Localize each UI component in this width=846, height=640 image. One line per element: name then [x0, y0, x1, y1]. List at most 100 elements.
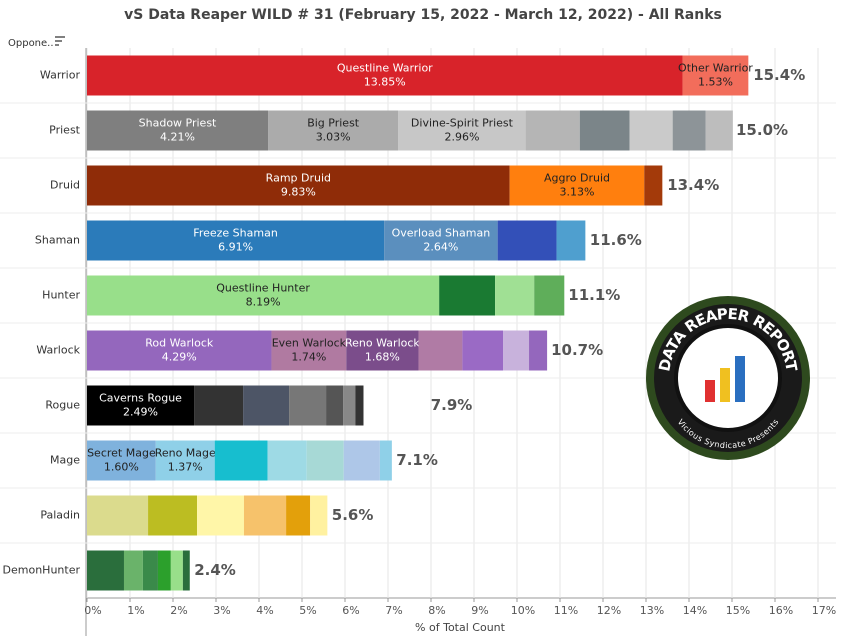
- segment-name: Reno Warlock: [345, 337, 420, 350]
- total-label: 11.1%: [568, 286, 620, 304]
- segment-name: Caverns Rogue: [99, 392, 182, 405]
- segment-name: Secret Mage: [87, 447, 156, 460]
- x-tick-label: 15%: [726, 604, 750, 617]
- category-label: Priest: [49, 124, 81, 137]
- segment-value-label: 9.83%: [281, 186, 316, 199]
- logo: DATA REAPER REPORT Vicious Syndicate Pre…: [646, 296, 810, 460]
- bar-segment: [87, 110, 269, 151]
- bar-segment: [194, 385, 244, 426]
- bar-segment: [286, 495, 311, 536]
- bar-segment: [87, 220, 385, 261]
- segment-value-label: 1.68%: [365, 351, 400, 364]
- segment-name: Rod Warlock: [145, 337, 214, 350]
- bar-segment: [534, 275, 565, 316]
- segment-value-label: 1.37%: [168, 461, 203, 474]
- x-tick-label: 4%: [256, 604, 273, 617]
- bar-segment: [214, 440, 268, 481]
- x-tick-label: 8%: [428, 604, 445, 617]
- segment-value-label: 4.21%: [160, 131, 195, 144]
- bar-segment: [529, 330, 548, 371]
- bar-segment: [87, 440, 156, 481]
- segment-name: Questline Hunter: [216, 282, 310, 295]
- bar-segment: [343, 385, 356, 426]
- category-label: Mage: [50, 454, 80, 467]
- bar-segment: [310, 495, 328, 536]
- x-tick-label: 5%: [299, 604, 316, 617]
- bar-segment: [182, 550, 190, 591]
- bar-segment: [243, 385, 290, 426]
- bar-segment: [384, 220, 498, 261]
- segment-value-label: 13.85%: [364, 76, 406, 89]
- x-tick-label: 14%: [683, 604, 707, 617]
- total-label: 2.4%: [194, 561, 236, 579]
- x-axis-title: % of Total Count: [415, 621, 506, 634]
- segment-value-label: 8.19%: [246, 296, 281, 309]
- total-label: 13.4%: [667, 176, 719, 194]
- segment-name: Questline Warrior: [337, 62, 433, 75]
- total-label: 5.6%: [332, 506, 374, 524]
- bar-segment: [271, 330, 347, 371]
- x-tick-label: 13%: [640, 604, 664, 617]
- segment-name: Other Warrior: [678, 62, 753, 75]
- bar-segment: [346, 330, 419, 371]
- bar-segment: [672, 110, 706, 151]
- category-label: Rogue: [45, 399, 80, 412]
- segment-value-label: 6.91%: [218, 241, 253, 254]
- total-label: 7.1%: [396, 451, 438, 469]
- segment-value-label: 2.49%: [123, 406, 158, 419]
- x-tick-label: 7%: [385, 604, 402, 617]
- total-label: 11.6%: [590, 231, 642, 249]
- segment-name: Shadow Priest: [139, 117, 217, 130]
- x-tick-label: 12%: [597, 604, 621, 617]
- bar-segment: [462, 330, 504, 371]
- x-tick-label: 0%: [84, 604, 101, 617]
- bar-segment: [87, 550, 124, 591]
- row-header: Oppone..: [8, 38, 54, 49]
- bar-segment: [379, 440, 392, 481]
- bar-segment: [682, 55, 749, 96]
- segment-value-label: 4.29%: [162, 351, 197, 364]
- sort-icon[interactable]: [55, 36, 65, 46]
- bar-segment: [525, 110, 580, 151]
- bar-segment: [87, 55, 683, 96]
- segment-value-label: 3.13%: [560, 186, 595, 199]
- segment-name: Overload Shaman: [392, 227, 491, 240]
- category-label: Warrior: [40, 69, 81, 82]
- bar-segment: [326, 385, 344, 426]
- x-tick-label: 6%: [342, 604, 359, 617]
- bar-segment: [556, 220, 586, 261]
- bar-segment: [509, 165, 645, 206]
- segment-value-label: 3.03%: [316, 131, 351, 144]
- bar-segment: [87, 385, 195, 426]
- bar-segment: [87, 330, 272, 371]
- segment-value-label: 1.53%: [698, 76, 733, 89]
- segment-name: Freeze Shaman: [193, 227, 278, 240]
- bar-segment: [497, 220, 557, 261]
- bar-segment: [170, 550, 183, 591]
- x-tick-label: 16%: [769, 604, 793, 617]
- category-label: DemonHunter: [3, 564, 81, 577]
- category-label: Shaman: [35, 234, 80, 247]
- bar-segment: [148, 495, 198, 536]
- x-tick-label: 10%: [511, 604, 535, 617]
- bar-segment: [503, 330, 530, 371]
- category-label: Hunter: [42, 289, 80, 302]
- x-tick-label: 9%: [471, 604, 488, 617]
- bar-segment: [644, 165, 663, 206]
- x-tick-label: 2%: [170, 604, 187, 617]
- total-label: 15.4%: [753, 66, 805, 84]
- bar-segment: [87, 275, 440, 316]
- bar-segment: [355, 385, 364, 426]
- x-tick-label: 17%: [812, 604, 836, 617]
- category-label: Druid: [50, 179, 80, 192]
- chart-title: vS Data Reaper WILD # 31 (February 15, 2…: [124, 7, 722, 23]
- segment-name: Big Priest: [307, 117, 360, 130]
- segment-value-label: 2.96%: [444, 131, 479, 144]
- bar-segment: [267, 440, 307, 481]
- x-tick-label: 11%: [554, 604, 578, 617]
- bar-segment: [289, 385, 327, 426]
- bar-segment: [705, 110, 733, 151]
- bar-segment: [418, 330, 463, 371]
- segment-name: Ramp Druid: [266, 172, 331, 185]
